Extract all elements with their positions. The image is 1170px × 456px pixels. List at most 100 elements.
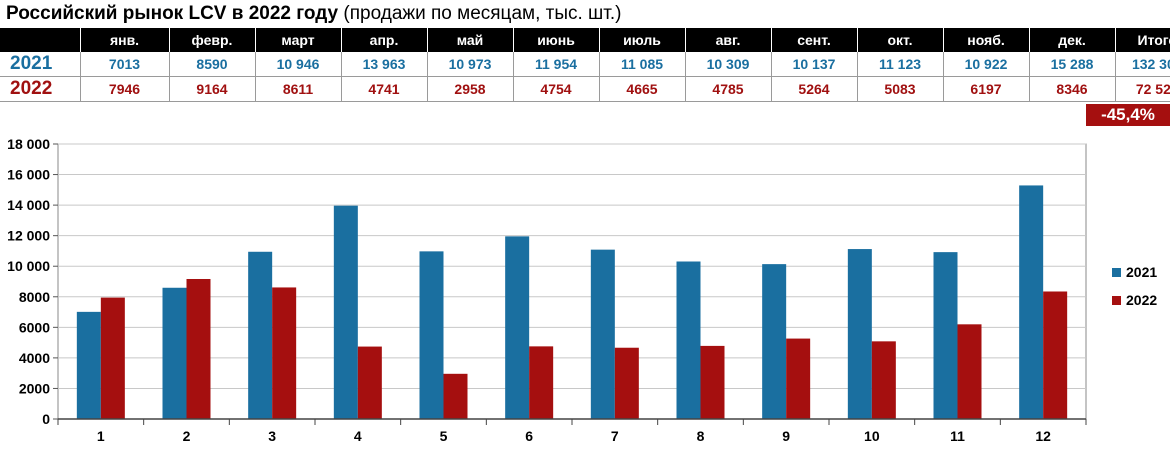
column-header: авг. — [685, 28, 772, 52]
table-cell: 7946 — [80, 76, 170, 102]
bar-2021 — [933, 252, 958, 419]
table-cell: 4741 — [341, 76, 428, 102]
y-tick-label: 0 — [42, 411, 50, 427]
column-header: март — [255, 28, 342, 52]
legend-swatch-2021 — [1112, 268, 1121, 277]
table-cell: 7013 — [80, 52, 170, 77]
chart-title-main: Российский рынок LCV в 2022 году — [6, 3, 339, 24]
y-tick-label: 16 000 — [7, 167, 50, 183]
bar-2022 — [871, 341, 896, 419]
y-tick-label: 6000 — [19, 319, 50, 335]
table-row-2022: 2022 7946 9164 8611 4741 2958 4754 4665 … — [0, 76, 1170, 102]
bar-2021 — [1019, 185, 1044, 419]
bar-2022 — [614, 347, 639, 419]
chart-title-subtitle: (продажи по месяцам, тыс. шт.) — [343, 3, 622, 24]
table-cell: 8611 — [255, 76, 342, 102]
table-cell: 8590 — [169, 52, 256, 77]
bar-2022 — [786, 338, 811, 419]
bar-2021 — [248, 251, 273, 419]
bar-2021 — [762, 264, 787, 419]
axis-layer: 0 2000 4000 6000 8000 10 000 12 000 14 000 16 00… — [7, 136, 1087, 444]
table-cell: 9164 — [169, 76, 256, 102]
x-tick-label: 11 — [950, 428, 965, 444]
x-tick-label: 6 — [525, 428, 533, 444]
table-cell: 10 973 — [427, 52, 514, 77]
bar-2021 — [676, 261, 701, 419]
column-header: дек. — [1029, 28, 1116, 52]
table-cell: 4665 — [599, 76, 686, 102]
x-tick-label: 2 — [183, 428, 191, 444]
bar-2022 — [272, 287, 297, 419]
bar-2022 — [443, 373, 468, 419]
table-header-corner — [0, 28, 81, 52]
grid-layer — [57, 143, 1087, 420]
column-header: май — [427, 28, 514, 52]
x-tick-label: 9 — [782, 428, 790, 444]
y-tick-label: 12 000 — [7, 228, 50, 244]
bar-2022 — [100, 297, 125, 419]
bar-2022 — [700, 345, 725, 419]
bar-2021 — [419, 251, 444, 419]
legend-label-2022: 2022 — [1126, 292, 1157, 308]
x-tick-label: 4 — [354, 428, 362, 444]
table-cell: 10 137 — [771, 52, 858, 77]
column-header: янв. — [80, 28, 170, 52]
chart-title: Российский рынок LCV в 2022 году (продаж… — [6, 3, 622, 25]
column-header: июль — [599, 28, 686, 52]
y-tick-label: 2000 — [19, 380, 50, 396]
table-cell-total: 72 525 — [1115, 76, 1170, 102]
table-cell: 6197 — [943, 76, 1030, 102]
plot-area — [57, 143, 1087, 420]
table-cell: 5083 — [857, 76, 944, 102]
bar-2022 — [357, 346, 382, 419]
y-tick-label: 4000 — [19, 350, 50, 366]
column-header: апр. — [341, 28, 428, 52]
x-tick-label: 1 — [97, 428, 105, 444]
column-header: июнь — [513, 28, 600, 52]
column-header: февр. — [169, 28, 256, 52]
x-tick-label: 3 — [268, 428, 276, 444]
row-label-2021: 2021 — [0, 52, 81, 77]
legend: 2021 2022 — [1112, 264, 1157, 308]
column-header: сент. — [771, 28, 858, 52]
table-cell: 10 309 — [685, 52, 772, 77]
row-label-2022: 2022 — [0, 76, 81, 102]
column-header-total: Итого — [1115, 28, 1170, 52]
y-tick-label: 14 000 — [7, 197, 50, 213]
table-cell: 10 922 — [943, 52, 1030, 77]
table-cell: 2958 — [427, 76, 514, 102]
y-tick-label: 18 000 — [7, 136, 50, 152]
bar-2021 — [76, 311, 101, 419]
bar-chart: 0 2000 4000 6000 8000 10 000 12 000 14 000 16 00… — [7, 136, 1157, 444]
change-badge: -45,4% — [1086, 104, 1170, 126]
table-row-2021: 2021 7013 8590 10 946 13 963 10 973 11 9… — [0, 52, 1170, 77]
bars-layer — [76, 185, 1068, 419]
table-cell: 8346 — [1029, 76, 1116, 102]
bar-2022 — [1043, 291, 1068, 419]
x-tick-label: 7 — [611, 428, 619, 444]
bar-2022 — [529, 346, 554, 419]
table-cell: 4785 — [685, 76, 772, 102]
table-cell-total: 132 303 — [1115, 52, 1170, 77]
table-cell: 11 954 — [513, 52, 600, 77]
table-cell: 10 946 — [255, 52, 342, 77]
bar-2021 — [505, 236, 530, 419]
legend-swatch-2022 — [1112, 296, 1121, 305]
legend-label-2021: 2021 — [1126, 264, 1157, 280]
column-header: нояб. — [943, 28, 1030, 52]
column-header: окт. — [857, 28, 944, 52]
table-cell: 11 085 — [599, 52, 686, 77]
table-header-row: янв. февр. март апр. май июнь июль авг. … — [0, 28, 1170, 52]
bar-2021 — [162, 287, 187, 419]
x-tick-label: 12 — [1035, 428, 1051, 444]
bar-2021 — [333, 205, 358, 419]
bar-2021 — [847, 249, 872, 419]
bar-2021 — [590, 249, 615, 419]
bar-2022 — [957, 324, 982, 419]
table-cell: 13 963 — [341, 52, 428, 77]
table-cell: 15 288 — [1029, 52, 1116, 77]
bar-2022 — [186, 278, 211, 419]
table-cell: 5264 — [771, 76, 858, 102]
x-tick-label: 8 — [697, 428, 705, 444]
table-cell: 11 123 — [857, 52, 944, 77]
